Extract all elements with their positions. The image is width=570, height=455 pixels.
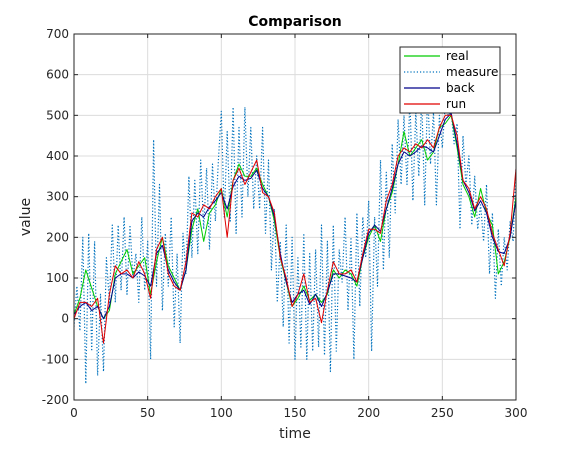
x-tick-label: 0: [70, 406, 78, 420]
y-tick-label: 400: [46, 149, 69, 163]
series-layer: [74, 90, 516, 385]
y-tick-label: 200: [46, 230, 69, 244]
x-tick-label: 200: [357, 406, 380, 420]
series-line-measure: [74, 90, 516, 385]
legend-label-measure: measure: [446, 65, 498, 79]
x-tick-label: 100: [210, 406, 233, 420]
legend-label-back: back: [446, 81, 475, 95]
y-tick-label: 700: [46, 27, 69, 41]
y-tick-label: 500: [46, 108, 69, 122]
series-line-real: [74, 114, 516, 320]
x-tick-label: 50: [140, 406, 155, 420]
y-tick-label: -200: [42, 393, 69, 407]
y-tick-label: 600: [46, 68, 69, 82]
x-axis-label: time: [279, 426, 311, 442]
ticks: 0 50 100 150 200 250 300 -200 -100 0 100 200 300 400 5…: [42, 27, 528, 420]
series-line-back: [74, 112, 516, 320]
x-tick-label: 250: [431, 406, 454, 420]
legend-box: [399, 46, 501, 114]
y-tick-label: 100: [46, 271, 69, 285]
y-tick-label: -100: [42, 352, 69, 366]
y-axis-label: value: [18, 198, 34, 236]
x-tick-label: 150: [284, 406, 307, 420]
legend-label-real: real: [446, 49, 469, 63]
y-tick-label: 0: [61, 312, 69, 326]
legend: real measure back run: [399, 46, 501, 114]
series-line-run: [74, 114, 516, 344]
x-tick-label: 300: [505, 406, 528, 420]
chart-title: Comparison: [248, 14, 342, 30]
y-tick-label: 300: [46, 190, 69, 204]
legend-label-run: run: [446, 97, 466, 111]
